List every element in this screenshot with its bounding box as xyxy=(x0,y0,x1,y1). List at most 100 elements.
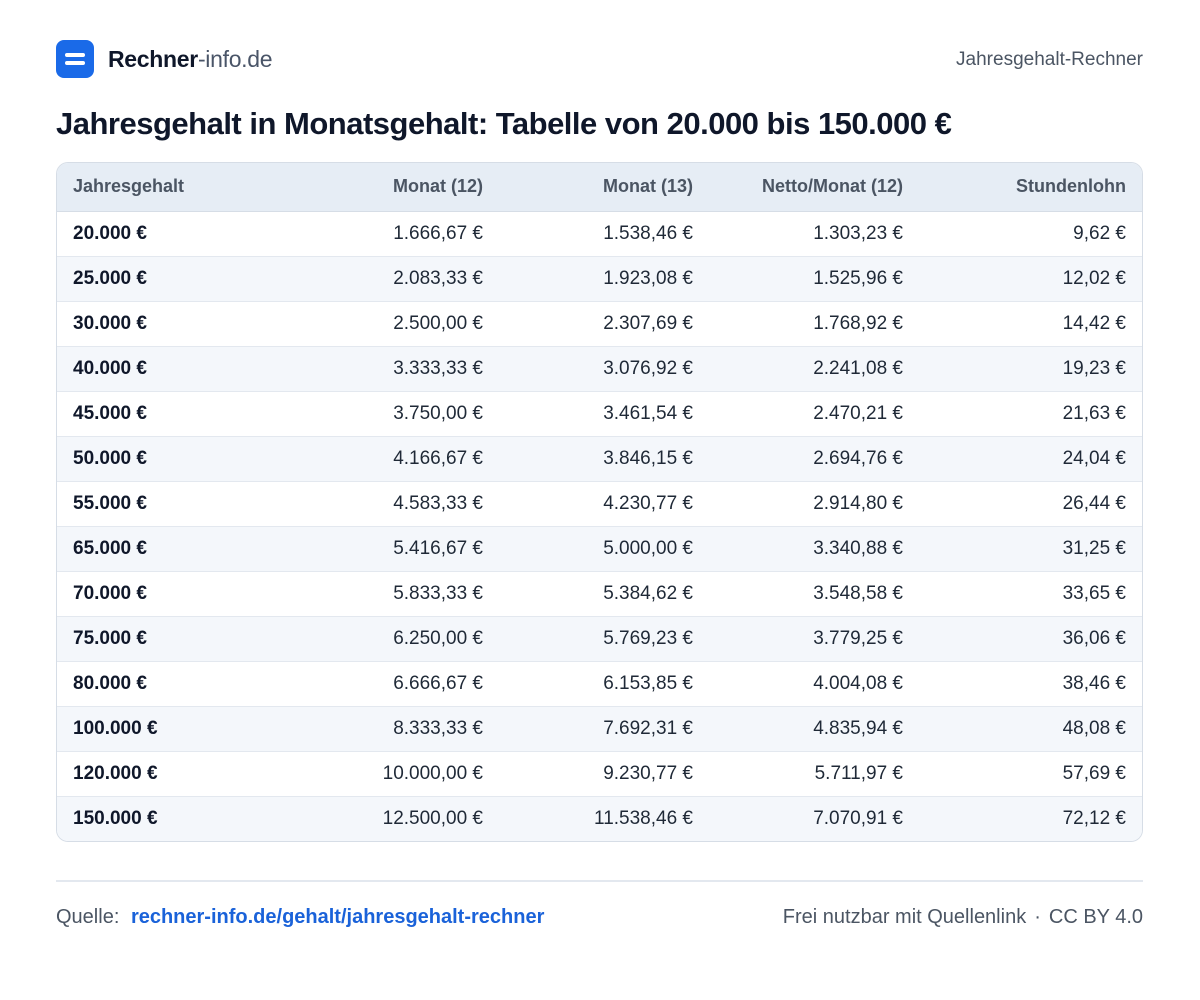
table-cell: 8.333,33 € xyxy=(297,706,499,752)
source-label: Quelle: xyxy=(56,906,120,928)
table-cell: 3.333,33 € xyxy=(297,346,499,392)
table-cell: 2.914,80 € xyxy=(709,481,919,527)
table-cell: 5.000,00 € xyxy=(499,526,709,572)
table-cell: 4.583,33 € xyxy=(297,481,499,527)
annual-salary-cell: 80.000 € xyxy=(57,661,297,707)
table-cell: 6.666,67 € xyxy=(297,661,499,707)
table-cell: 9,62 € xyxy=(919,211,1142,257)
table-cell: 3.340,88 € xyxy=(709,526,919,572)
column-header: Netto/Monat (12) xyxy=(709,163,919,212)
table-row: 45.000 €3.750,00 €3.461,54 €2.470,21 €21… xyxy=(57,391,1142,437)
annual-salary-cell: 50.000 € xyxy=(57,436,297,482)
table-row: 50.000 €4.166,67 €3.846,15 €2.694,76 €24… xyxy=(57,436,1142,482)
table-cell: 1.303,23 € xyxy=(709,211,919,257)
table-cell: 4.835,94 € xyxy=(709,706,919,752)
table-cell: 2.470,21 € xyxy=(709,391,919,437)
annual-salary-cell: 65.000 € xyxy=(57,526,297,572)
table-row: 70.000 €5.833,33 €5.384,62 €3.548,58 €33… xyxy=(57,571,1142,617)
column-header: Monat (12) xyxy=(297,163,499,212)
table-cell: 10.000,00 € xyxy=(297,751,499,797)
table-cell: 31,25 € xyxy=(919,526,1142,572)
table-cell: 36,06 € xyxy=(919,616,1142,662)
site-logo[interactable]: Rechner-info.de xyxy=(56,40,273,78)
annual-salary-cell: 25.000 € xyxy=(57,256,297,302)
annual-salary-cell: 20.000 € xyxy=(57,211,297,257)
table-row: 40.000 €3.333,33 €3.076,92 €2.241,08 €19… xyxy=(57,346,1142,392)
annual-salary-cell: 120.000 € xyxy=(57,751,297,797)
table-cell: 72,12 € xyxy=(1062,807,1126,829)
table-cell: 57,69 € xyxy=(919,751,1142,797)
table-cell: 5.384,62 € xyxy=(499,571,709,617)
table-row: 75.000 €6.250,00 €5.769,23 €3.779,25 €36… xyxy=(57,616,1142,662)
table-cell: 14,42 € xyxy=(919,301,1142,347)
table-cell: 19,23 € xyxy=(919,346,1142,392)
table-cell: 1.538,46 € xyxy=(499,211,709,257)
table-cell: 12.500,00 € xyxy=(382,807,483,829)
salary-table-container: Jahresgehalt Monat (12) Monat (13) Netto/Mo… xyxy=(56,162,1143,842)
license-info: Frei nutzbar mit Quellenlink · CC BY 4.0 xyxy=(783,906,1143,929)
table-cell: 7.692,31 € xyxy=(499,706,709,752)
table-cell: 1.666,67 € xyxy=(297,211,499,257)
table-cell: 6.153,85 € xyxy=(499,661,709,707)
table-cell: 48,08 € xyxy=(919,706,1142,752)
table-cell: 12,02 € xyxy=(919,256,1142,302)
table-cell: 3.779,25 € xyxy=(709,616,919,662)
table-cell: 26,44 € xyxy=(919,481,1142,527)
table-cell: 21,63 € xyxy=(919,391,1142,437)
salary-table: Jahresgehalt Monat (12) Monat (13) Netto/Mo… xyxy=(57,163,1142,841)
table-row: 100.000 €8.333,33 €7.692,31 €4.835,94 €4… xyxy=(57,706,1142,752)
table-cell: 1.525,96 € xyxy=(709,256,919,302)
table-cell: 5.769,23 € xyxy=(499,616,709,662)
annual-salary-cell: 45.000 € xyxy=(57,391,297,437)
table-cell: 7.070,91 € xyxy=(813,807,903,829)
license-name: CC BY 4.0 xyxy=(1048,906,1143,928)
table-row: 25.000 €2.083,33 €1.923,08 €1.525,96 €12… xyxy=(57,256,1142,302)
table-cell: 1.768,92 € xyxy=(709,301,919,347)
logo-text: Rechner-info.de xyxy=(108,45,273,73)
table-cell: 4.166,67 € xyxy=(297,436,499,482)
table-cell: 2.500,00 € xyxy=(297,301,499,347)
table-cell: 3.076,92 € xyxy=(499,346,709,392)
table-cell: 38,46 € xyxy=(919,661,1142,707)
annual-salary-cell: 55.000 € xyxy=(57,481,297,527)
logo-brand: Rechner xyxy=(108,45,198,72)
table-cell: 2.083,33 € xyxy=(297,256,499,302)
table-body: 20.000 €1.666,67 €1.538,46 €1.303,23 €9,… xyxy=(57,211,1142,841)
table-cell: 2.307,69 € xyxy=(499,301,709,347)
table-cell: 5.416,67 € xyxy=(297,526,499,572)
table-cell: 33,65 € xyxy=(919,571,1142,617)
equals-icon xyxy=(56,40,94,78)
table-cell: 11.538,46 € xyxy=(594,807,693,829)
page-category-label: Jahresgehalt-Rechner xyxy=(956,49,1143,70)
site-header: Rechner-info.de Jahresgehalt-Rechner xyxy=(56,40,1143,78)
table-row: 30.000 €2.500,00 €2.307,69 €1.768,92 €14… xyxy=(57,301,1142,347)
table-cell: 4.230,77 € xyxy=(499,481,709,527)
annual-salary-cell: 150.000 € xyxy=(73,807,158,829)
table-cell: 1.923,08 € xyxy=(499,256,709,302)
table-cell: 9.230,77 € xyxy=(499,751,709,797)
footer: Quelle: rechner-info.de/gehalt/jahresgeh… xyxy=(56,906,1143,932)
table-row: 150.000 € 12.500,00 € 11.538,46 € 7.070,91 … xyxy=(57,796,1142,841)
table-cell: 2.694,76 € xyxy=(709,436,919,482)
table-cell: 2.241,08 € xyxy=(709,346,919,392)
table-cell: 3.548,58 € xyxy=(709,571,919,617)
table-row: 65.000 €5.416,67 €5.000,00 €3.340,88 €31… xyxy=(57,526,1142,572)
annual-salary-cell: 100.000 € xyxy=(57,706,297,752)
table-row: 20.000 €1.666,67 €1.538,46 €1.303,23 €9,… xyxy=(57,211,1142,257)
table-cell: 5.711,97 € xyxy=(709,751,919,797)
annual-salary-cell: 75.000 € xyxy=(57,616,297,662)
license-separator: · xyxy=(1034,906,1041,928)
table-cell: 3.846,15 € xyxy=(499,436,709,482)
table-header-row: Jahresgehalt Monat (12) Monat (13) Netto/Mo… xyxy=(57,163,1142,212)
table-row: 120.000 €10.000,00 €9.230,77 €5.711,97 €… xyxy=(57,751,1142,797)
annual-salary-cell: 40.000 € xyxy=(57,346,297,392)
logo-domain: -info.de xyxy=(197,45,273,72)
annual-salary-cell: 70.000 € xyxy=(57,571,297,617)
column-header: Jahresgehalt xyxy=(57,163,297,212)
table-cell: 24,04 € xyxy=(919,436,1142,482)
table-cell: 5.833,33 € xyxy=(297,571,499,617)
table-cell: 3.750,00 € xyxy=(297,391,499,437)
license-text: Frei nutzbar mit Quellenlink xyxy=(782,906,1027,928)
source-link[interactable]: rechner-info.de/gehalt/jahresgehalt-rech… xyxy=(130,906,545,928)
table-row: 80.000 €6.666,67 €6.153,85 €4.004,08 €38… xyxy=(57,661,1142,707)
